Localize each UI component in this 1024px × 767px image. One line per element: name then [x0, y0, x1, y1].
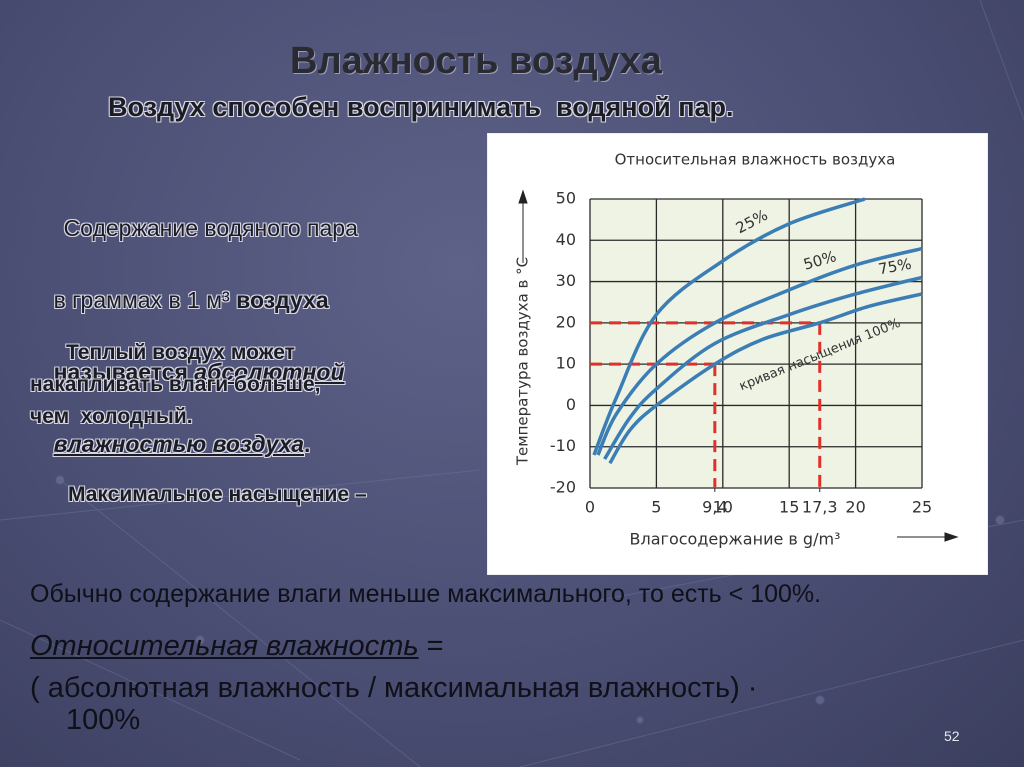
text: Содержание водяного пара	[63, 215, 358, 241]
x-tick-label: 9,4	[702, 498, 727, 517]
x-tick-label: 15	[779, 498, 799, 517]
y-tick-label: 20	[556, 312, 576, 331]
curve	[596, 246, 923, 456]
curve	[603, 275, 923, 461]
x-arrow	[897, 532, 959, 542]
page-number: 52	[944, 728, 960, 744]
y-tick-label: 40	[556, 230, 576, 249]
text: .	[303, 431, 311, 457]
chart: Относительная влажность воздуха Влагосод…	[487, 133, 988, 575]
curve-label: 75%	[877, 255, 913, 279]
text: Теплый воздух может	[66, 341, 295, 364]
x-tick-label: 5	[651, 498, 661, 517]
y-axis-title: Температура воздуха в °С	[514, 257, 532, 466]
x-tick-label: 25	[912, 498, 932, 517]
text: в граммах в 1 м³	[53, 287, 237, 313]
y-tick-label: 50	[556, 189, 576, 208]
y-tick-label: 30	[556, 271, 576, 290]
title: Влажность воздуха	[290, 40, 662, 82]
text: чем холодный.	[30, 405, 193, 428]
y-tick-label: -10	[550, 436, 576, 455]
text: Относительная влажность =	[30, 630, 444, 663]
y-tick-label: -20	[550, 478, 576, 497]
text: воздуха	[236, 287, 329, 313]
subtitle: Воздух способен воспринимать водяной пар…	[108, 92, 734, 122]
term: влажностью воздуха	[53, 431, 304, 457]
text: Максимальное насыщение –	[68, 483, 367, 506]
term: Относительная влажность	[30, 630, 419, 662]
curve	[592, 197, 866, 456]
text: ( абсолютная влажность / максимальная вл…	[30, 672, 758, 704]
term: абсолютной	[194, 359, 345, 385]
text: называется	[53, 359, 195, 385]
x-tick-label: 20	[845, 498, 865, 517]
text: накапливать влаги больше,	[30, 373, 321, 396]
text: 100%	[66, 704, 141, 736]
y-tick-label: 0	[566, 395, 576, 414]
y-arrow	[518, 189, 528, 263]
y-tick-label: 10	[556, 354, 576, 373]
x-tick-label: 10	[713, 498, 733, 517]
x-tick-label: 0	[585, 498, 595, 517]
curve	[608, 292, 923, 465]
paragraph: Содержание водяного пара в граммах в 1 м…	[38, 174, 358, 498]
text: Обычно содержание влаги меньше максималь…	[30, 580, 822, 608]
chart-title: Относительная влажность воздуха	[615, 151, 896, 169]
x-axis-title: Влагосодержание в g/m³	[630, 530, 841, 549]
text: =	[418, 630, 444, 662]
x-tick-label: 17,3	[802, 498, 838, 517]
